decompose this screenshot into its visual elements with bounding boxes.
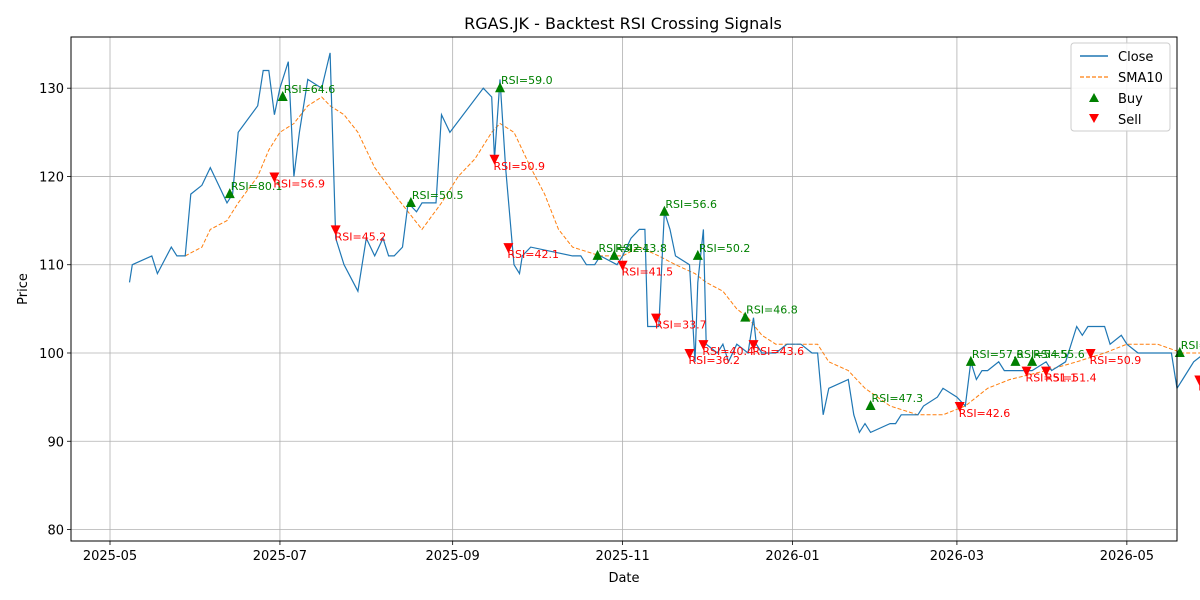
sell-marker: [748, 340, 759, 351]
close-series: [128, 52, 1200, 434]
y-tick-label: 80: [47, 524, 64, 539]
buy-annotation: RSI=46.8: [746, 304, 798, 317]
sell-annotation: RSI=42.6: [959, 407, 1011, 420]
buy-marker: [1027, 355, 1038, 366]
buy-marker: [609, 249, 620, 260]
y-axis-title: Price: [16, 273, 31, 305]
legend-sell-marker: [1089, 114, 1099, 123]
buy-marker: [740, 311, 751, 322]
legend-box: [1070, 42, 1171, 132]
buy-annotation: RSI=80.1: [231, 180, 283, 193]
y-tick-label: 100: [39, 347, 64, 362]
sell-annotation: RSI=43.6: [753, 345, 805, 358]
sell-marker: [269, 172, 280, 183]
sell-annotation: RSI=40.4: [702, 345, 754, 358]
legend-sma-label: SMA10: [1118, 71, 1163, 86]
buy-marker: [592, 249, 603, 260]
plot-area: [71, 37, 1177, 541]
sell-marker: [617, 260, 628, 271]
y-tick-label: 90: [47, 435, 64, 450]
sell-marker: [489, 154, 500, 165]
sell-marker: [1021, 366, 1032, 377]
x-axis-title: Date: [608, 571, 639, 586]
x-tick-label: 2026-03: [930, 549, 984, 564]
buy-marker: [277, 91, 288, 102]
y-axis-ticks: 80 90 100 110 120 130: [39, 82, 71, 539]
buy-marker: [659, 205, 670, 216]
sell-annotation: RSI=33.7: [655, 319, 707, 332]
sell-annotation: RSI=50.9: [493, 160, 545, 173]
sell-marker: [503, 243, 514, 254]
buy-marker: [1010, 355, 1021, 366]
grid: [71, 37, 1177, 541]
x-tick-label: 2025-07: [253, 549, 307, 564]
buy-marker: [405, 196, 416, 207]
sell-marker: [1041, 366, 1052, 377]
buy-annotation: RSI=50.2: [699, 242, 751, 255]
buy-annotation: RSI=43.8: [615, 242, 667, 255]
buy-annotation: RSI=64.6: [284, 83, 336, 96]
legend-sell-label: Sell: [1118, 113, 1141, 128]
y-tick-label: 110: [39, 259, 64, 274]
sell-annotation: RSI=50.9: [1090, 354, 1142, 367]
sell-marker: [698, 340, 709, 351]
sell-annotation: RSI=51.1: [1026, 372, 1078, 385]
y-tick-label: 130: [39, 82, 64, 97]
buy-marker: [865, 399, 876, 410]
sell-annotation: RSI=41.5: [622, 266, 674, 279]
legend-buy-marker: [1089, 93, 1099, 102]
buy-annotation: RSI=55.6: [1033, 348, 1085, 361]
x-tick-label: 2026-05: [1100, 549, 1154, 564]
legend-close-label: Close: [1118, 50, 1153, 65]
buy-annotation: RSI=54.5: [1016, 348, 1068, 361]
buy-marker: [965, 355, 976, 366]
sell-annotation: RSI=51.4: [1045, 372, 1097, 385]
buy-marker: [692, 249, 703, 260]
sell-marker: [651, 313, 662, 324]
chart-title: RGAS.JK - Backtest RSI Crossing Signals: [464, 14, 782, 33]
x-tick-label: 2026-01: [765, 549, 819, 564]
sell-marker: [330, 225, 341, 236]
buy-annotation: RSI=42.1: [599, 242, 651, 255]
sell-annotation: RSI=56.9: [273, 177, 325, 190]
buy-marker: [224, 188, 235, 199]
legend: Close SMA10 Buy Sell: [1070, 42, 1171, 132]
buy-annotation: RSI=59.0: [501, 74, 553, 87]
sell-annotation: RSI=42.1: [507, 248, 559, 261]
buy-annotation: RSI=56.6: [665, 198, 717, 211]
sell-annotation: RSI=45.2: [335, 230, 387, 243]
sell-marker: [684, 348, 695, 359]
sell-marker: [1194, 375, 1200, 386]
sell-annotation: RSI=36.2: [688, 354, 740, 367]
buy-marker: [495, 82, 506, 93]
sell-marker: [954, 401, 965, 412]
buy-annotation: RSI=57.6: [972, 348, 1024, 361]
plot-frame: [70, 36, 1178, 542]
close-line: [128, 52, 1200, 434]
x-tick-label: 2025-05: [83, 549, 137, 564]
x-axis-ticks: 2025-05 2025-07 2025-09 2025-11 2026-01 2026-…: [83, 541, 1154, 564]
buy-annotation: RSI=50.5: [412, 189, 464, 202]
x-tick-label: 2025-11: [595, 549, 649, 564]
x-tick-label: 2025-09: [426, 549, 480, 564]
sell-annotation: RSI=43.4: [1198, 380, 1200, 393]
legend-buy-label: Buy: [1118, 92, 1143, 107]
sell-marker: [1085, 348, 1096, 359]
signals: [224, 82, 1200, 412]
signal-annotations: RSI=80.1 RSI=64.6 RSI=50.5 RSI=59.0 RSI=42.1…: [231, 74, 1200, 420]
buy-annotation: RSI=47.3: [872, 392, 924, 405]
buy-annotation: RSI=51.7: [1181, 339, 1200, 352]
y-tick-label: 120: [39, 170, 64, 185]
